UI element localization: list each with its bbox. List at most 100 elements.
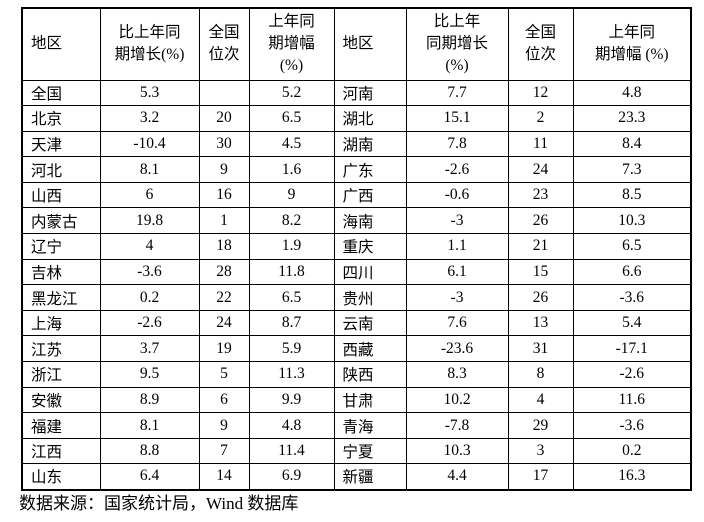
value-cell: 1.6 <box>248 156 335 183</box>
table-row: 北京 3.2 20 6.5 湖北 15.1 2 23.3 <box>21 105 692 132</box>
value-cell: 4.4 <box>405 463 509 490</box>
value-cell: 18 <box>198 233 250 260</box>
region-cell: 黑龙江 <box>21 284 101 311</box>
value-cell: 28 <box>198 258 250 286</box>
value-cell: 6.1 <box>405 258 509 286</box>
value-cell: -0.6 <box>405 181 509 209</box>
value-cell: 15 <box>507 258 574 286</box>
value-cell: 16 <box>198 181 250 209</box>
region-cell: 辽宁 <box>21 233 101 260</box>
value-cell: 19 <box>198 335 250 363</box>
value-cell: 4 <box>99 233 200 260</box>
value-cell: 4.8 <box>248 412 335 439</box>
region-cell: 海南 <box>333 207 407 235</box>
value-cell: 7.3 <box>572 156 692 183</box>
column-header-national-rank-left: 全国 位次 <box>198 7 250 81</box>
region-cell: 甘肃 <box>333 386 407 414</box>
table-row: 浙江 9.5 5 11.3 陕西 8.3 8 -2.6 <box>21 361 692 388</box>
region-cell: 青海 <box>333 412 407 439</box>
value-cell: 8.8 <box>99 437 200 465</box>
value-cell: 2 <box>507 105 574 132</box>
table-row: 全国 5.3 5.2 河南 7.7 12 4.8 <box>21 79 692 107</box>
value-cell: -2.6 <box>572 361 692 388</box>
region-cell: 西藏 <box>333 335 407 363</box>
value-cell: 30 <box>198 130 250 158</box>
value-cell: 5.3 <box>99 79 200 107</box>
regional-growth-table: 地区 比上年同 期增长(%) 全国 位次 上年同 期增幅 (%) 地区 比上年 同期增长 … <box>21 7 692 491</box>
value-cell: 8.3 <box>405 361 509 388</box>
region-cell: 安徽 <box>21 386 101 414</box>
region-cell: 贵州 <box>333 284 407 311</box>
value-cell: 8.9 <box>99 386 200 414</box>
value-cell: 12 <box>507 79 574 107</box>
region-cell: 云南 <box>333 309 407 337</box>
value-cell: 3 <box>507 437 574 465</box>
region-cell: 陕西 <box>333 361 407 388</box>
value-cell: -3.6 <box>572 284 692 311</box>
table-row: 河北 8.1 9 1.6 广东 -2.6 24 7.3 <box>21 156 692 183</box>
value-cell: 8.1 <box>99 412 200 439</box>
value-cell: 10.3 <box>572 207 692 235</box>
region-cell: 吉林 <box>21 258 101 286</box>
value-cell: 9.5 <box>99 361 200 388</box>
value-cell: 5.2 <box>248 79 335 107</box>
value-cell: 6 <box>198 386 250 414</box>
region-cell: 山东 <box>21 463 101 490</box>
value-cell: 23 <box>507 181 574 209</box>
value-cell: -3 <box>405 207 509 235</box>
region-cell: 广西 <box>333 181 407 209</box>
region-cell: 上海 <box>21 309 101 337</box>
value-cell: 6.9 <box>248 463 335 490</box>
column-header-yoy-growth-left: 比上年同 期增长(%) <box>99 7 200 81</box>
value-cell: 7.6 <box>405 309 509 337</box>
column-header-region-left: 地区 <box>21 7 101 81</box>
value-cell: 3.7 <box>99 335 200 363</box>
value-cell: 0.2 <box>572 437 692 465</box>
table-row: 内蒙古 19.8 1 8.2 海南 -3 26 10.3 <box>21 207 692 235</box>
value-cell: 11.3 <box>248 361 335 388</box>
table-row: 吉林 -3.6 28 11.8 四川 6.1 15 6.6 <box>21 258 692 286</box>
region-cell: 四川 <box>333 258 407 286</box>
value-cell: 21 <box>507 233 574 260</box>
value-cell: 5.9 <box>248 335 335 363</box>
value-cell: 19.8 <box>99 207 200 235</box>
value-cell <box>198 79 250 107</box>
value-cell: -2.6 <box>99 309 200 337</box>
value-cell: 4 <box>507 386 574 414</box>
value-cell: 1.9 <box>248 233 335 260</box>
table-row: 福建 8.1 9 4.8 青海 -7.8 29 -3.6 <box>21 412 692 439</box>
header-row: 地区 比上年同 期增长(%) 全国 位次 上年同 期增幅 (%) 地区 比上年 同期增长 … <box>21 7 692 81</box>
region-cell: 广东 <box>333 156 407 183</box>
data-source-note: 数据来源：国家统计局，Wind 数据库 <box>19 494 299 513</box>
value-cell: -7.8 <box>405 412 509 439</box>
value-cell: 26 <box>507 207 574 235</box>
column-header-prev-year-growth-left: 上年同 期增幅 (%) <box>248 7 335 81</box>
value-cell: 11.8 <box>248 258 335 286</box>
value-cell: 31 <box>507 335 574 363</box>
value-cell: 8 <box>507 361 574 388</box>
column-header-national-rank-right: 全国 位次 <box>507 7 574 81</box>
value-cell: 17 <box>507 463 574 490</box>
value-cell: 6 <box>99 181 200 209</box>
value-cell: 15.1 <box>405 105 509 132</box>
value-cell: 1 <box>198 207 250 235</box>
value-cell: 8.1 <box>99 156 200 183</box>
value-cell: 11.4 <box>248 437 335 465</box>
region-cell: 浙江 <box>21 361 101 388</box>
value-cell: 8.2 <box>248 207 335 235</box>
value-cell: 6.5 <box>572 233 692 260</box>
table-row: 山东 6.4 14 6.9 新疆 4.4 17 16.3 <box>21 463 692 490</box>
value-cell: 7.7 <box>405 79 509 107</box>
region-cell: 新疆 <box>333 463 407 490</box>
region-cell: 湖北 <box>333 105 407 132</box>
value-cell: 29 <box>507 412 574 439</box>
region-cell: 内蒙古 <box>21 207 101 235</box>
table-row: 安徽 8.9 6 9.9 甘肃 10.2 4 11.6 <box>21 386 692 414</box>
value-cell: -2.6 <box>405 156 509 183</box>
value-cell: 24 <box>198 309 250 337</box>
value-cell: 20 <box>198 105 250 132</box>
table-row: 天津 -10.4 30 4.5 湖南 7.8 11 8.4 <box>21 130 692 158</box>
column-header-region-right: 地区 <box>333 7 407 81</box>
column-header-yoy-growth-right: 比上年 同期增长 (%) <box>405 7 509 81</box>
table-row: 山西 6 16 9 广西 -0.6 23 8.5 <box>21 181 692 209</box>
